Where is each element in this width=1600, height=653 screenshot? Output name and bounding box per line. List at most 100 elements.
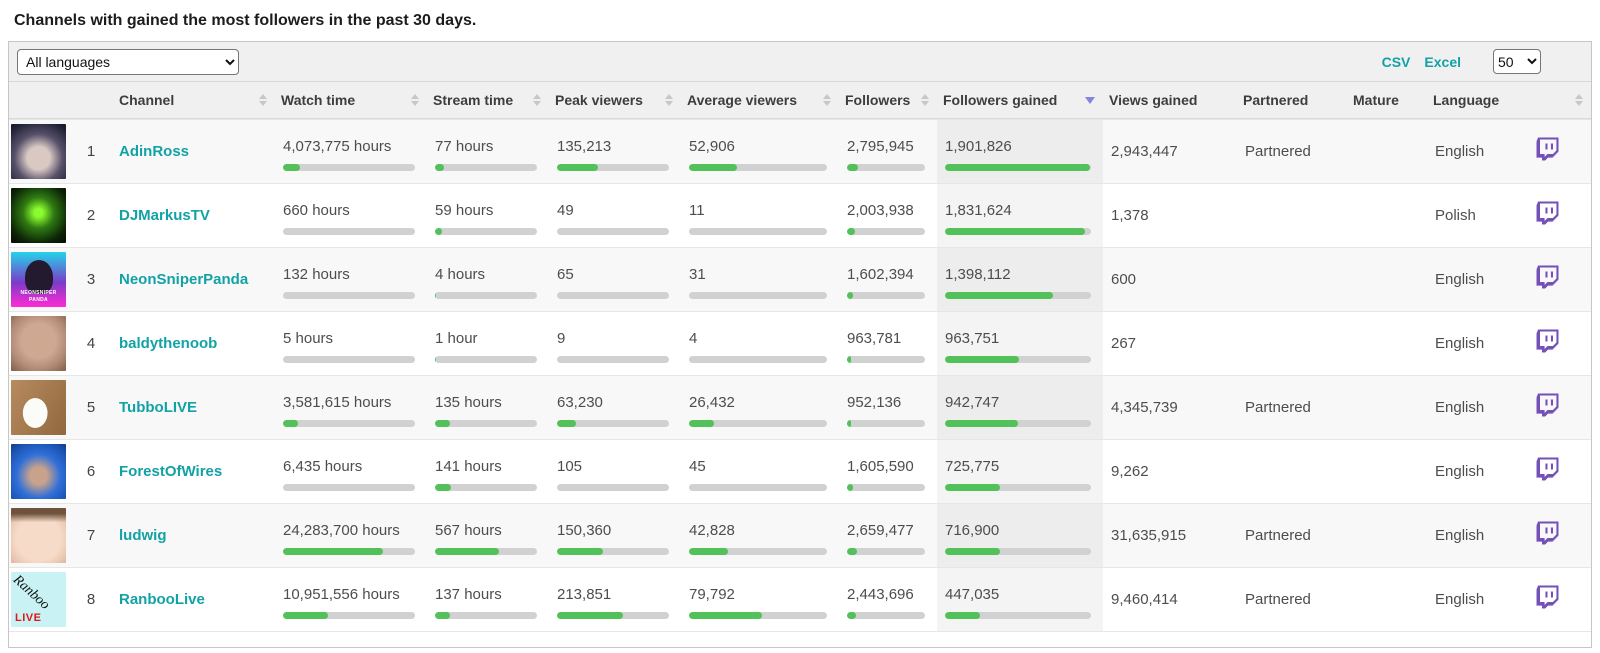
twitch-icon[interactable]	[1536, 201, 1559, 230]
channel-link[interactable]: NeonSniperPanda	[119, 271, 249, 288]
column-header-peak-viewers[interactable]: Peak viewers	[549, 82, 681, 118]
table-header: Channel Watch time Stream time Peak viewers…	[9, 82, 1591, 119]
stat-bar-fill	[847, 612, 857, 619]
channel-link[interactable]: ForestOfWires	[119, 463, 223, 480]
stat-bar	[557, 164, 669, 171]
twitch-icon[interactable]	[1536, 521, 1559, 550]
channel-link[interactable]: baldythenoob	[119, 335, 218, 352]
twitch-icon[interactable]	[1536, 585, 1559, 614]
stat-bar	[847, 292, 925, 299]
sort-desc-icon[interactable]	[1085, 96, 1095, 104]
channel-avatar[interactable]	[11, 380, 66, 435]
average-viewers-cell: 26,432	[681, 376, 839, 439]
watch-time-cell: 3,581,615 hours	[275, 376, 427, 439]
channel-link[interactable]: DJMarkusTV	[119, 207, 210, 224]
twitch-link[interactable]	[1532, 184, 1591, 247]
table-row: 2 DJMarkusTV 660 hours 59 hours 49 11 2,003,93…	[9, 183, 1591, 247]
sort-toggle-icon[interactable]	[411, 94, 419, 106]
stream-time-cell: 77 hours	[427, 120, 549, 183]
channel-avatar[interactable]: Ranboo LIVE	[11, 572, 66, 627]
twitch-link[interactable]	[1532, 504, 1591, 567]
average-viewers-cell: 52,906	[681, 120, 839, 183]
stat-bar	[689, 484, 827, 491]
stat-value: 135,213	[557, 138, 612, 155]
channel-avatar[interactable]	[11, 188, 66, 243]
export-csv-link[interactable]: CSV	[1381, 53, 1411, 70]
stat-bar-fill	[435, 420, 451, 427]
stat-bar	[435, 548, 537, 555]
stat-value: 942,747	[945, 394, 1000, 411]
channel-avatar[interactable]	[11, 508, 66, 563]
stat-bar	[945, 484, 1091, 491]
stat-bar	[557, 420, 669, 427]
sort-toggle-icon[interactable]	[259, 94, 267, 106]
export-excel-link[interactable]: Excel	[1424, 53, 1461, 70]
table-body: 1 AdinRoss 4,073,775 hours 77 hours 135,213 5…	[9, 119, 1591, 631]
stat-bar	[847, 420, 925, 427]
column-header-followers-gained[interactable]: Followers gained	[937, 82, 1103, 118]
channel-link[interactable]: AdinRoss	[119, 143, 190, 160]
channel-avatar[interactable]: NEONSNIPER PANDA	[11, 252, 66, 307]
followers-gained-cell: 447,035	[937, 568, 1103, 631]
avatar-cell	[9, 504, 73, 567]
stat-value: 5 hours	[283, 330, 334, 347]
channel-link[interactable]: TubboLIVE	[119, 399, 198, 416]
stat-value: 6,435 hours	[283, 458, 363, 475]
stat-bar-fill	[283, 164, 301, 171]
twitch-link[interactable]	[1532, 312, 1591, 375]
stat-bar	[283, 356, 415, 363]
column-header-watch-time[interactable]: Watch time	[275, 82, 427, 118]
followers-gained-cell: 716,900	[937, 504, 1103, 567]
stat-bar-fill	[557, 164, 599, 171]
table-row: 5 TubboLIVE 3,581,615 hours 135 hours 63,230…	[9, 375, 1591, 439]
stat-bar	[283, 420, 415, 427]
stat-bar-fill	[435, 228, 443, 235]
twitch-link[interactable]	[1532, 376, 1591, 439]
column-header-label: Peak viewers	[555, 92, 643, 108]
average-viewers-cell: 42,828	[681, 504, 839, 567]
language-filter-select[interactable]: All languages	[17, 48, 239, 75]
partnered-cell: Partnered	[1245, 143, 1311, 160]
mature-cell	[1347, 376, 1427, 439]
avatar-text: NEONSNIPER	[20, 290, 57, 296]
sort-toggle-icon[interactable]	[921, 94, 929, 106]
twitch-icon[interactable]	[1536, 329, 1559, 358]
stream-time-cell: 1 hour	[427, 312, 549, 375]
twitch-link[interactable]	[1532, 248, 1591, 311]
stat-value: 1,831,624	[945, 202, 1012, 219]
twitch-link[interactable]	[1532, 440, 1591, 503]
column-header-followers[interactable]: Followers	[839, 82, 937, 118]
column-header-stream-time[interactable]: Stream time	[427, 82, 549, 118]
column-header-label: Average viewers	[687, 92, 797, 108]
channel-avatar[interactable]	[11, 124, 66, 179]
stat-bar-fill	[435, 484, 452, 491]
sort-toggle-icon[interactable]	[823, 94, 831, 106]
twitch-icon[interactable]	[1536, 265, 1559, 294]
stat-bar	[945, 420, 1091, 427]
sort-toggle-icon[interactable]	[665, 94, 673, 106]
stat-bar-fill	[847, 356, 851, 363]
sort-toggle-icon[interactable]	[1575, 94, 1583, 106]
stat-bar-fill	[689, 612, 763, 619]
twitch-link[interactable]	[1532, 120, 1591, 183]
channel-avatar[interactable]	[11, 444, 66, 499]
channel-link[interactable]: RanbooLive	[119, 591, 205, 608]
partnered-cell	[1237, 184, 1347, 247]
page-size-select[interactable]: 50	[1493, 49, 1541, 74]
stat-bar-fill	[557, 420, 577, 427]
channel-avatar[interactable]	[11, 316, 66, 371]
column-header-label: Followers	[845, 92, 911, 108]
column-header-channel[interactable]: Channel	[113, 82, 275, 118]
stat-value: 660 hours	[283, 202, 350, 219]
column-header-average-viewers[interactable]: Average viewers	[681, 82, 839, 118]
stat-value: 1,602,394	[847, 266, 914, 283]
twitch-icon[interactable]	[1536, 137, 1559, 166]
sort-toggle-icon[interactable]	[533, 94, 541, 106]
avatar-text: Ranboo	[11, 572, 53, 613]
channel-link[interactable]: ludwig	[119, 527, 167, 544]
stat-bar-fill	[557, 548, 603, 555]
twitch-icon[interactable]	[1536, 393, 1559, 422]
twitch-icon[interactable]	[1536, 457, 1559, 486]
stat-bar	[283, 228, 415, 235]
twitch-link[interactable]	[1532, 568, 1591, 631]
